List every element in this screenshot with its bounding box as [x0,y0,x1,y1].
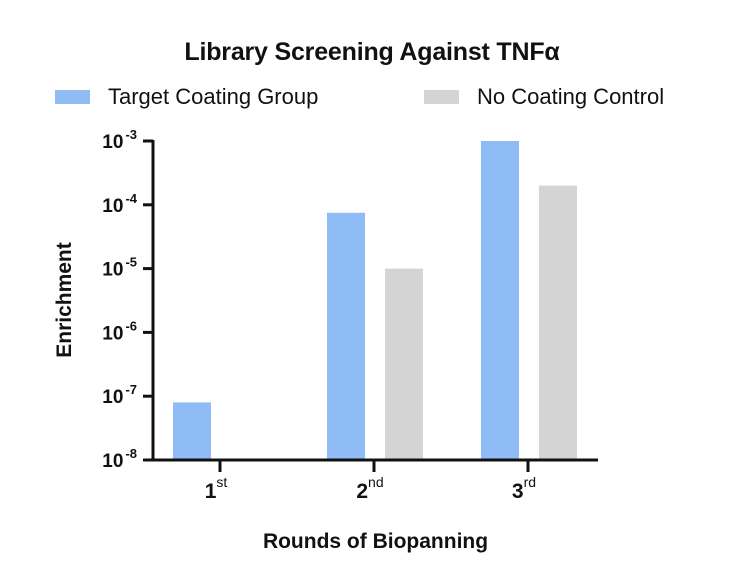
y-tick-label: 10 -3 [102,127,137,153]
bars-group [173,141,577,460]
bar-target-round-3 [481,141,519,460]
y-tick-label: 10 -8 [102,446,137,472]
chart-title: Library Screening Against TNFα [184,38,560,66]
legend-label: No Coating Control [477,84,665,109]
y-tick-label: 10 -7 [102,382,137,408]
axes-group: 10-3 10-4 10-5 10-6 10-7 10 -8 1st 2nd 3rd [102,127,598,503]
x-tick-label: 2nd [356,474,383,503]
legend-swatch-gray [424,90,459,104]
y-tick-label: 10 -5 [102,255,137,281]
x-axis-label: Rounds of Biopanning [262,530,489,553]
legend-swatch-blue [55,90,90,104]
x-tick-label: 3rd [512,474,536,503]
legend-label: Target Coating Group [108,84,319,109]
bar-control-round-2 [385,268,423,460]
bar-target-round-1 [173,402,211,460]
bar-control-round-3 [539,185,577,460]
y-tick-label: 10 -6 [102,318,137,344]
y-tick-label: 10 -4 [102,191,137,217]
x-tick-label: 1st [205,474,228,503]
bar-target-round-2 [327,212,365,460]
legend-item-target-coating: Target Coating Group [55,84,318,110]
legend-item-no-coating: No Coating Control [424,84,664,110]
